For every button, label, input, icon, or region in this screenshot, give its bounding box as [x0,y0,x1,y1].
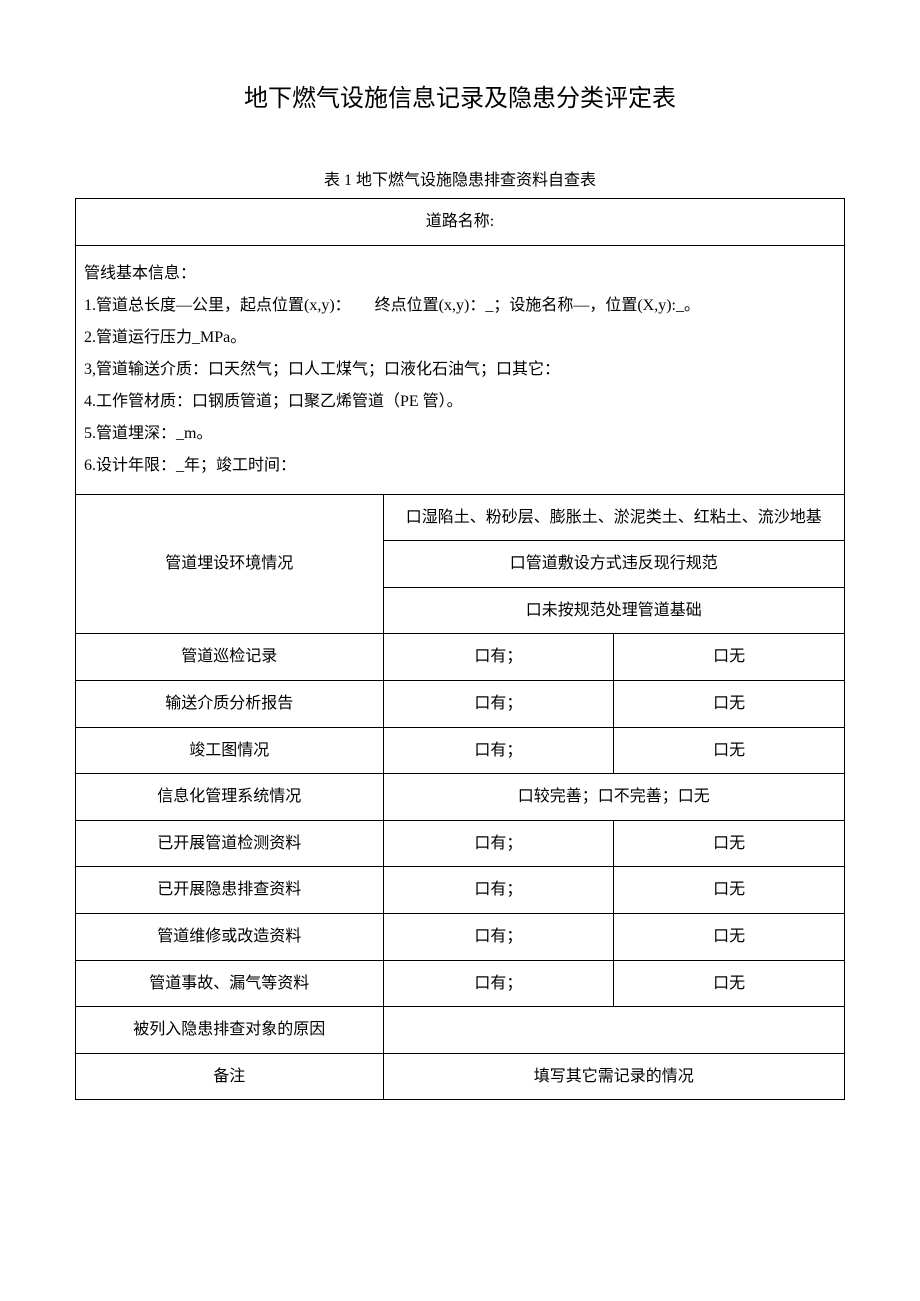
env-opt-1: 口湿陷土、粉砂层、膨胀土、淤泥类土、红粘土、流沙地基 [383,494,844,541]
medium-yes: 口有； [383,680,614,727]
asbuilt-label: 竣工图情况 [76,727,384,774]
reason-row: 被列入隐患排查对象的原因 [76,1007,845,1054]
table-caption: 表 1 地下燃气设施隐患排查资料自查表 [75,168,845,194]
hazard-no: 口无 [614,867,845,914]
remark-label: 备注 [76,1053,384,1100]
env-row-1: 管道埋设环境情况 口湿陷土、粉砂层、膨胀土、淤泥类土、红粘土、流沙地基 [76,494,845,541]
accident-yes: 口有； [383,960,614,1007]
remark-row: 备注 填写其它需记录的情况 [76,1053,845,1100]
road-name-label: 道路名称: [76,198,845,245]
detect-yes: 口有； [383,820,614,867]
self-check-table: 道路名称: 管线基本信息： 1.管道总长度—公里，起点位置(x,y)： 终点位置… [75,198,845,1100]
medium-no: 口无 [614,680,845,727]
info-line-5: 5.管道埋深：_m。 [84,418,836,450]
accident-row: 管道事故、漏气等资料 口有； 口无 [76,960,845,1007]
repair-row: 管道维修或改造资料 口有； 口无 [76,913,845,960]
asbuilt-yes: 口有； [383,727,614,774]
detect-row: 已开展管道检测资料 口有； 口无 [76,820,845,867]
detect-label: 已开展管道检测资料 [76,820,384,867]
repair-label: 管道维修或改造资料 [76,913,384,960]
detect-no: 口无 [614,820,845,867]
info-heading: 管线基本信息： [84,258,836,290]
basic-info-row: 管线基本信息： 1.管道总长度—公里，起点位置(x,y)： 终点位置(x,y)：… [76,245,845,494]
info-line-4: 4.工作管材质：口钢质管道；口聚乙烯管道（PE 管）。 [84,386,836,418]
inspect-yes: 口有； [383,634,614,681]
info-line-3: 3,管道输送介质：口天然气；口人工煤气；口液化石油气；口其它： [84,354,836,386]
asbuilt-row: 竣工图情况 口有； 口无 [76,727,845,774]
accident-no: 口无 [614,960,845,1007]
info-line-2: 2.管道运行压力_MPa。 [84,322,836,354]
info-line-1: 1.管道总长度—公里，起点位置(x,y)： 终点位置(x,y)：_；设施名称—，… [84,290,836,322]
hazard-yes: 口有； [383,867,614,914]
reason-value [383,1007,844,1054]
medium-row: 输送介质分析报告 口有； 口无 [76,680,845,727]
remark-value: 填写其它需记录的情况 [383,1053,844,1100]
hazard-label: 已开展隐患排查资料 [76,867,384,914]
reason-label: 被列入隐患排查对象的原因 [76,1007,384,1054]
document-title: 地下燃气设施信息记录及隐患分类评定表 [75,80,845,118]
road-name-row: 道路名称: [76,198,845,245]
accident-label: 管道事故、漏气等资料 [76,960,384,1007]
basic-info-cell: 管线基本信息： 1.管道总长度—公里，起点位置(x,y)： 终点位置(x,y)：… [76,245,845,494]
inspect-label: 管道巡检记录 [76,634,384,681]
info-line-6: 6.设计年限：_年；竣工时间： [84,450,836,482]
medium-label: 输送介质分析报告 [76,680,384,727]
asbuilt-no: 口无 [614,727,845,774]
env-label: 管道埋设环境情况 [76,494,384,634]
repair-yes: 口有； [383,913,614,960]
env-opt-3: 口未按规范处理管道基础 [383,587,844,634]
env-opt-2: 口管道敷设方式违反现行规范 [383,541,844,588]
repair-no: 口无 [614,913,845,960]
inspect-row: 管道巡检记录 口有； 口无 [76,634,845,681]
infosys-opts: 口较完善；口不完善；口无 [383,774,844,821]
infosys-row: 信息化管理系统情况 口较完善；口不完善；口无 [76,774,845,821]
hazard-row: 已开展隐患排查资料 口有； 口无 [76,867,845,914]
infosys-label: 信息化管理系统情况 [76,774,384,821]
inspect-no: 口无 [614,634,845,681]
